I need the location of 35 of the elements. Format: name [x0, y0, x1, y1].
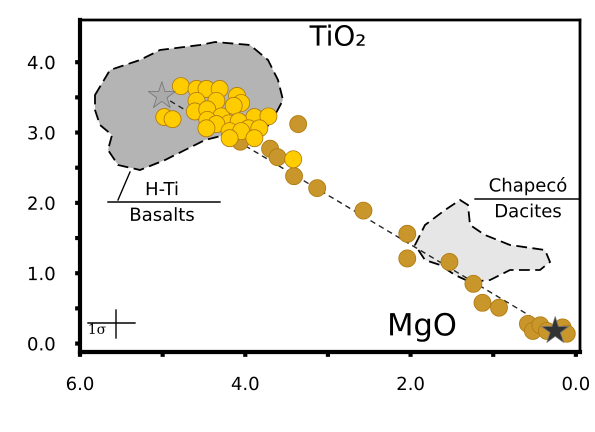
annotation: H-Ti Basalts	[131, 181, 194, 222]
point	[268, 148, 286, 166]
y-tick-label: 3.0	[28, 126, 54, 140]
x-tick-label: 6.0	[66, 376, 94, 390]
y-tick-label: 1.0	[28, 266, 54, 280]
point	[198, 119, 216, 138]
point	[245, 129, 264, 148]
point	[464, 274, 482, 293]
point	[289, 115, 308, 134]
point	[224, 96, 243, 115]
point	[490, 298, 508, 317]
point	[220, 129, 239, 148]
annotation: 1σ	[90, 324, 106, 334]
point	[148, 81, 176, 108]
point	[398, 224, 416, 243]
point	[398, 250, 416, 268]
annotation: Chapecó Dacites	[490, 177, 566, 218]
point	[285, 167, 303, 186]
x-tick-label: 2.0	[398, 376, 424, 390]
y-tick-label: 2.0	[28, 196, 54, 210]
y-tick-label: 0.0	[28, 337, 54, 351]
point	[308, 179, 326, 198]
point	[541, 316, 570, 343]
annotation: TiO₂	[310, 24, 365, 46]
x-tick-label: 4.0	[232, 376, 258, 390]
point	[172, 77, 190, 96]
point	[284, 150, 302, 168]
point	[164, 110, 182, 128]
y-tick-label: 4.0	[28, 56, 54, 70]
point	[260, 107, 278, 126]
point	[474, 294, 492, 312]
point	[354, 202, 372, 220]
x-tick-label: 0.0	[562, 376, 590, 390]
annotation: MgO	[390, 312, 456, 342]
point	[440, 253, 458, 271]
